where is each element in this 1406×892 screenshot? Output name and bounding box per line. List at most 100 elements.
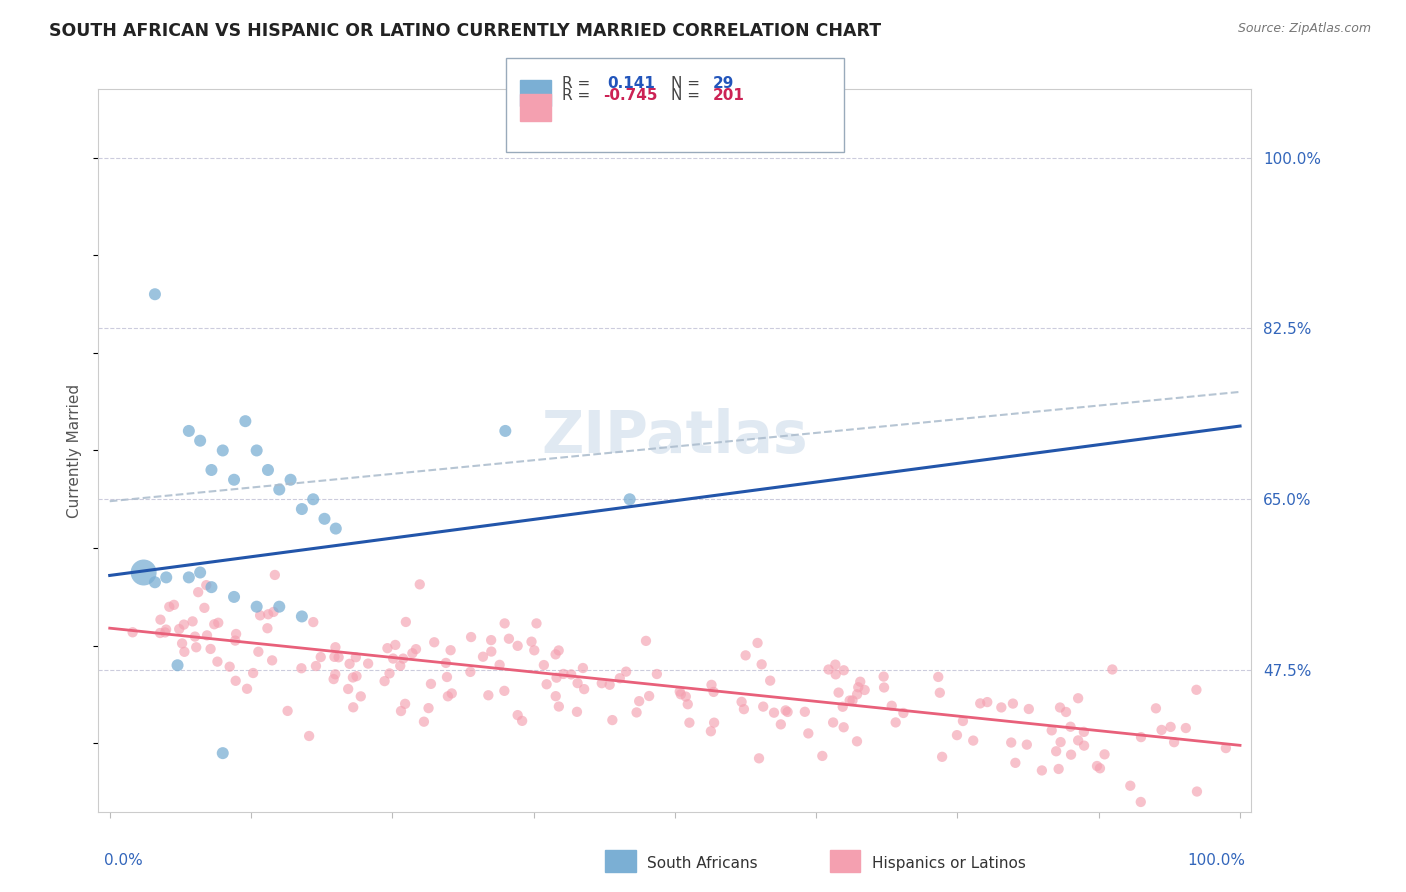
Point — [703, 715, 725, 730]
Point — [342, 700, 364, 714]
Point — [172, 636, 194, 650]
Point — [374, 674, 396, 689]
Text: 0.141: 0.141 — [607, 76, 655, 91]
Point — [392, 651, 415, 665]
Point — [928, 686, 950, 700]
Point — [291, 502, 314, 516]
Point — [1185, 682, 1208, 697]
Point — [565, 705, 588, 719]
Point — [927, 670, 949, 684]
Point — [872, 670, 894, 684]
Point — [1185, 784, 1208, 798]
Point — [344, 650, 367, 665]
Point — [560, 667, 582, 681]
Text: R =: R = — [562, 76, 591, 91]
Point — [291, 609, 314, 624]
Point — [225, 627, 247, 641]
Point — [314, 512, 336, 526]
Point — [434, 656, 457, 670]
Point — [1040, 723, 1063, 738]
Point — [1160, 720, 1182, 734]
Point — [247, 645, 270, 659]
Point — [523, 643, 546, 657]
Point — [733, 702, 755, 716]
Text: 0.0%: 0.0% — [104, 854, 143, 869]
Point — [378, 666, 401, 681]
Point — [817, 663, 839, 677]
Point — [494, 424, 516, 438]
Point — [377, 641, 399, 656]
Point — [460, 630, 482, 644]
Text: -0.745: -0.745 — [603, 88, 658, 103]
Text: 29: 29 — [713, 76, 734, 91]
Point — [880, 698, 903, 713]
Point — [520, 634, 543, 648]
Point — [1000, 735, 1022, 749]
Point — [200, 580, 222, 594]
Point — [357, 657, 380, 671]
Point — [418, 701, 440, 715]
Point — [614, 665, 637, 679]
Point — [184, 630, 207, 644]
Point — [479, 644, 502, 658]
Text: Hispanics or Latinos: Hispanics or Latinos — [872, 856, 1025, 871]
Point — [143, 287, 166, 301]
Point — [638, 689, 661, 703]
Point — [218, 659, 240, 673]
Point — [849, 674, 872, 689]
Point — [200, 463, 222, 477]
Point — [173, 645, 195, 659]
Point — [235, 414, 257, 428]
Point — [553, 667, 575, 681]
Point — [328, 650, 350, 665]
Point — [249, 608, 271, 623]
Point — [793, 705, 815, 719]
Point — [222, 590, 245, 604]
Point — [1101, 663, 1123, 677]
Point — [976, 695, 998, 709]
Point — [193, 600, 215, 615]
Point — [494, 616, 516, 631]
Point — [838, 693, 860, 707]
Point — [423, 635, 446, 649]
Point — [263, 605, 285, 619]
Point — [873, 681, 896, 695]
Point — [143, 575, 166, 590]
Point — [533, 658, 555, 673]
Point — [460, 665, 482, 679]
Point — [734, 648, 756, 663]
Point — [389, 704, 412, 718]
Point — [628, 694, 651, 708]
Point — [177, 424, 200, 438]
Point — [893, 706, 915, 720]
Point — [323, 649, 346, 664]
Point — [149, 626, 172, 640]
Point — [382, 651, 405, 665]
Point — [769, 717, 792, 731]
Point — [173, 617, 195, 632]
Point — [440, 686, 463, 700]
Point — [322, 672, 344, 686]
Point — [256, 621, 278, 635]
Point — [420, 677, 443, 691]
Point — [823, 715, 845, 730]
Point — [700, 724, 723, 739]
Point — [952, 714, 974, 728]
Point — [211, 443, 233, 458]
Text: ZIPatlas: ZIPatlas — [541, 408, 808, 465]
Point — [536, 677, 558, 691]
Point — [242, 666, 264, 681]
Point — [747, 636, 769, 650]
Text: N =: N = — [671, 88, 700, 103]
Point — [567, 676, 589, 690]
Point — [277, 704, 299, 718]
Point — [155, 570, 177, 584]
Point — [1215, 741, 1237, 756]
Point — [195, 628, 218, 642]
Point — [547, 643, 569, 657]
Point — [384, 638, 406, 652]
Point — [257, 463, 280, 477]
Point — [832, 663, 855, 677]
Point — [634, 633, 657, 648]
Point — [1049, 700, 1071, 714]
